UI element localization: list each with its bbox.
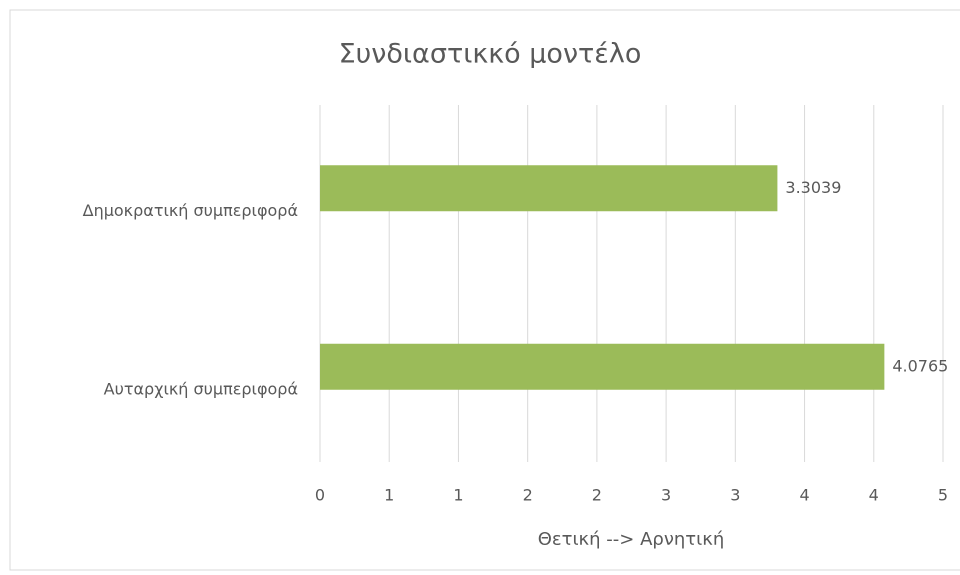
y-tick-label: Αυταρχική συμπεριφορά [104, 379, 298, 398]
bar [320, 165, 778, 212]
data-label: 3.3039 [785, 178, 841, 197]
x-axis-title: Θετική --> Αρνητική [538, 529, 725, 550]
chart-frame [9, 9, 960, 571]
x-tick-label: 4 [799, 486, 809, 505]
chart-title: Συνδιαστικκό μοντέλο [339, 39, 642, 70]
x-tick-label: 1 [453, 486, 463, 505]
x-tick-label: 3 [730, 486, 740, 505]
x-tick-label: 2 [523, 486, 533, 505]
x-tick-label: 1 [384, 486, 394, 505]
data-label: 4.0765 [892, 356, 948, 375]
x-tick-label: 3 [661, 486, 671, 505]
bar [320, 343, 885, 390]
x-tick-label: 2 [592, 486, 602, 505]
x-tick-label: 4 [869, 486, 879, 505]
x-tick-label: 5 [938, 486, 948, 505]
y-tick-label: Δημοκρατική συμπεριφορά [83, 201, 298, 220]
x-tick-label: 0 [315, 486, 325, 505]
